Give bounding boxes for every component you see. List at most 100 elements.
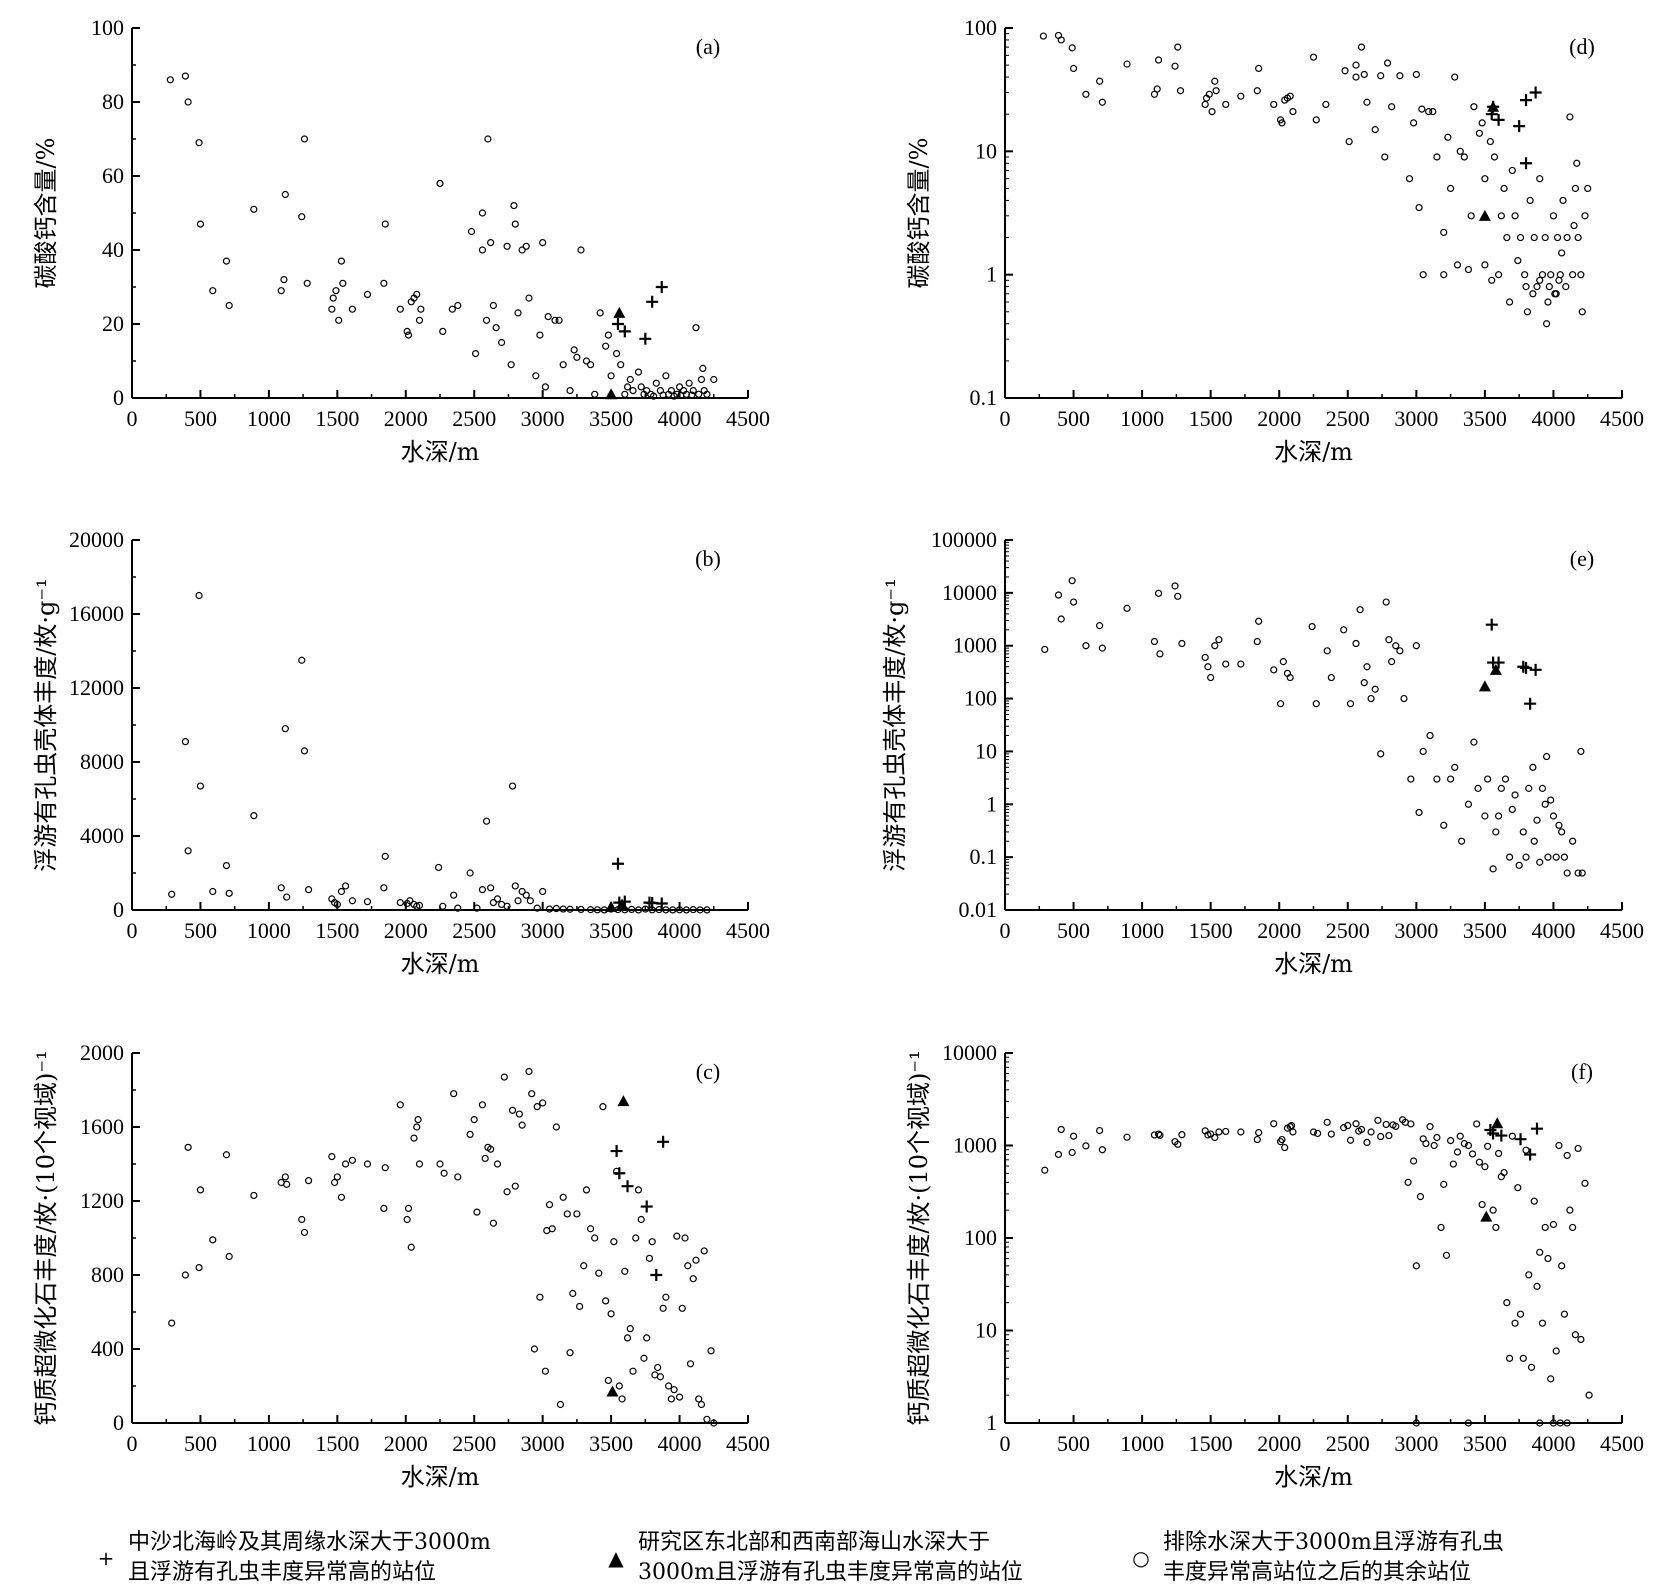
circle-marker-icon: ○ [1132, 1546, 1150, 1570]
point-circle [1416, 1193, 1425, 1201]
point-circle [1174, 1140, 1182, 1148]
point-circle [489, 898, 497, 907]
point-circle [1069, 1132, 1078, 1140]
point-circle [518, 1121, 526, 1129]
point-circle [1057, 1125, 1065, 1134]
point-circle [1171, 62, 1179, 70]
point-circle [478, 1101, 487, 1109]
point-circle [1529, 290, 1537, 298]
point-circle [1371, 126, 1379, 134]
point-circle [195, 139, 203, 147]
point-circle [1346, 1136, 1355, 1144]
point-circle [621, 390, 629, 398]
y-axis-label: 钙质超微化石丰度/枚·(10个视域)⁻¹ [32, 1050, 60, 1425]
x-tick-label: 4000 [658, 918, 702, 943]
panel-label: (f) [1571, 1059, 1593, 1084]
point-circle [525, 1067, 533, 1076]
x-tick-label: 3000 [1394, 406, 1438, 431]
point-circle [298, 1215, 306, 1224]
point-circle [1286, 1123, 1294, 1131]
point-circle [1388, 103, 1396, 111]
point-circle [1426, 731, 1434, 740]
y-tick-label: 0 [113, 897, 124, 922]
point-circle [339, 279, 347, 287]
point-circle [181, 72, 189, 80]
point-circle [454, 904, 462, 912]
y-tick-label: 100 [964, 15, 997, 40]
point-circle [662, 1293, 670, 1301]
point-circle [1525, 784, 1533, 792]
point-circle [649, 392, 658, 400]
point-circle [1494, 271, 1503, 279]
point-circle [1505, 1354, 1514, 1362]
y-tick-label: 1200 [80, 1188, 124, 1213]
point-plus [655, 281, 668, 293]
point-circle [1541, 800, 1549, 808]
point-circle [1150, 637, 1159, 646]
point-circle [1447, 1136, 1455, 1145]
point-circle [1205, 90, 1213, 98]
x-tick-label: 4000 [658, 1431, 702, 1456]
point-circle [195, 1263, 203, 1272]
point-circle [1581, 1179, 1589, 1187]
point-circle [1418, 105, 1426, 113]
point-circle [381, 852, 389, 860]
point-circle [454, 301, 462, 310]
x-axis-label: 水深/m [401, 950, 480, 978]
point-circle [1323, 647, 1331, 655]
point-circle [602, 1297, 610, 1305]
point-circle [689, 906, 697, 914]
point-circle [478, 209, 487, 217]
point-circle [511, 220, 519, 228]
y-tick-label: 400 [91, 1336, 124, 1361]
point-circle [1497, 212, 1505, 220]
point-plus [613, 1167, 626, 1180]
x-tick-label: 1500 [315, 918, 359, 943]
x-tick-label: 0 [127, 918, 138, 943]
point-circle [1425, 107, 1433, 116]
point-circle [1322, 100, 1330, 109]
point-circle [341, 882, 350, 890]
point-circle [703, 390, 711, 398]
y-axis-label: 钙质超微化石丰度/枚·(10个视域)⁻¹ [905, 1050, 933, 1425]
point-circle [596, 309, 604, 317]
point-circle [1286, 673, 1294, 682]
point-circle [1237, 92, 1245, 100]
y-tick-label: 10000 [942, 1040, 997, 1065]
point-circle [1392, 1122, 1400, 1130]
x-tick-label: 0 [127, 1431, 138, 1456]
point-circle [482, 817, 491, 825]
panel-label: (a) [696, 34, 720, 59]
point-circle [439, 902, 447, 910]
triangle-marker-icon: ▲ [608, 1546, 624, 1570]
x-tick-label: 4500 [1600, 406, 1644, 431]
point-circle [1555, 821, 1563, 829]
y-tick-label: 0.1 [970, 844, 998, 869]
point-circle [518, 246, 526, 254]
point-circle [1345, 137, 1353, 146]
point-circle [1552, 853, 1560, 861]
x-tick-label: 500 [184, 918, 217, 943]
point-circle [675, 383, 684, 391]
point-circle [1286, 92, 1294, 100]
point-circle [1547, 271, 1555, 279]
point-circle [1481, 175, 1489, 183]
point-circle [681, 1234, 689, 1242]
point-circle [181, 738, 189, 746]
point-circle [1492, 1223, 1500, 1232]
x-tick-label: 1000 [247, 918, 291, 943]
point-circle [1039, 32, 1047, 40]
point-circle [689, 387, 697, 395]
point-circle [1563, 1151, 1571, 1160]
point-circle [414, 1115, 422, 1124]
point-circle [298, 213, 306, 221]
point-circle [532, 372, 540, 380]
point-circle [1503, 233, 1511, 242]
point-circle [1237, 1128, 1245, 1136]
point-circle [626, 375, 634, 384]
x-tick-label: 3500 [589, 918, 633, 943]
point-circle [1371, 685, 1379, 693]
point-circle [250, 812, 258, 820]
point-circle [333, 900, 341, 909]
x-tick-label: 3500 [589, 406, 633, 431]
